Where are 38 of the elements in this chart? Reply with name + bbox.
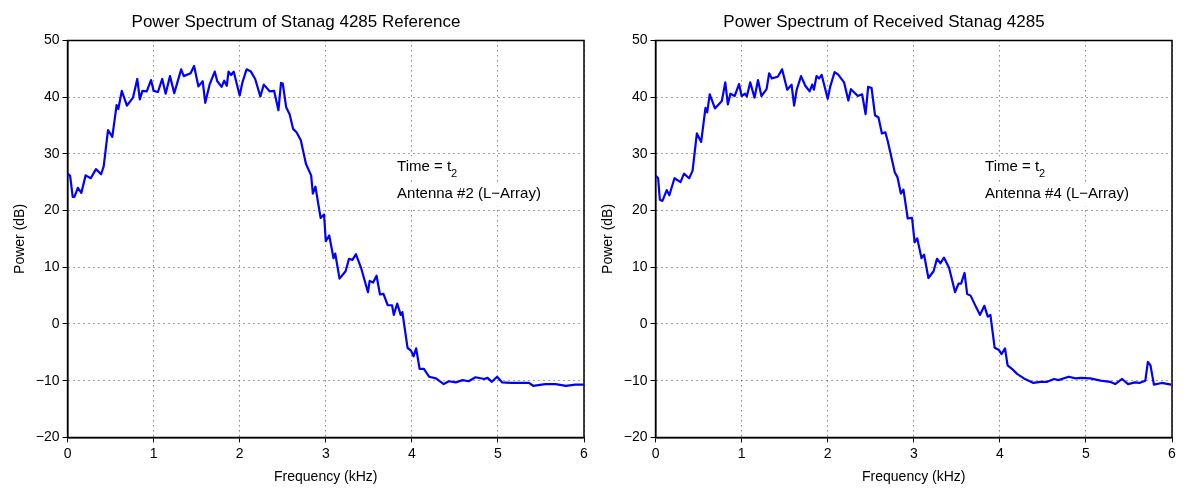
y-tick-label: −20 <box>35 428 60 445</box>
y-tick-label: 20 <box>43 201 60 218</box>
x-axis-title: Frequency (kHz) <box>274 468 378 485</box>
x-tick-label: 0 <box>651 444 660 461</box>
x-tick-label: 5 <box>1082 444 1091 461</box>
x-tick-label: 3 <box>909 444 918 461</box>
x-tick-label: 1 <box>737 444 746 461</box>
y-tick-label: 10 <box>631 258 648 275</box>
y-tick-label: −10 <box>35 371 60 388</box>
y-tick-label: 50 <box>631 31 648 48</box>
y-tick-label: 0 <box>639 314 648 331</box>
annotation: Antenna #4 (L−Array) <box>985 184 1129 202</box>
x-tick-label: 2 <box>823 444 832 461</box>
x-tick-label: 3 <box>321 444 330 461</box>
x-tick-label: 5 <box>494 444 503 461</box>
y-tick-label: 10 <box>43 258 60 275</box>
x-tick-label: 6 <box>580 444 589 461</box>
y-tick-label: −20 <box>623 428 648 445</box>
y-tick-label: −10 <box>623 371 648 388</box>
x-tick-label: 4 <box>407 444 416 461</box>
y-axis-title: Power (dB) <box>11 203 28 274</box>
x-tick-label: 2 <box>235 444 244 461</box>
y-tick-label: 30 <box>631 144 648 161</box>
x-tick-label: 6 <box>1168 444 1177 461</box>
x-tick-label: 1 <box>149 444 158 461</box>
y-tick-label: 20 <box>631 201 648 218</box>
chart-title: Power Spectrum of Received Stanag 4285 <box>723 11 1045 31</box>
y-tick-label: 40 <box>631 87 648 104</box>
chart-title: Power Spectrum of Stanag 4285 Reference <box>131 11 461 31</box>
annotation: Antenna #2 (L−Array) <box>397 184 541 202</box>
y-tick-label: 50 <box>43 31 60 48</box>
x-tick-label: 0 <box>63 444 72 461</box>
x-tick-label: 4 <box>995 444 1004 461</box>
y-tick-label: 30 <box>43 144 60 161</box>
x-axis-title: Frequency (kHz) <box>862 468 966 485</box>
y-axis-title: Power (dB) <box>599 203 616 274</box>
y-tick-label: 0 <box>51 314 60 331</box>
y-tick-label: 40 <box>43 87 60 104</box>
